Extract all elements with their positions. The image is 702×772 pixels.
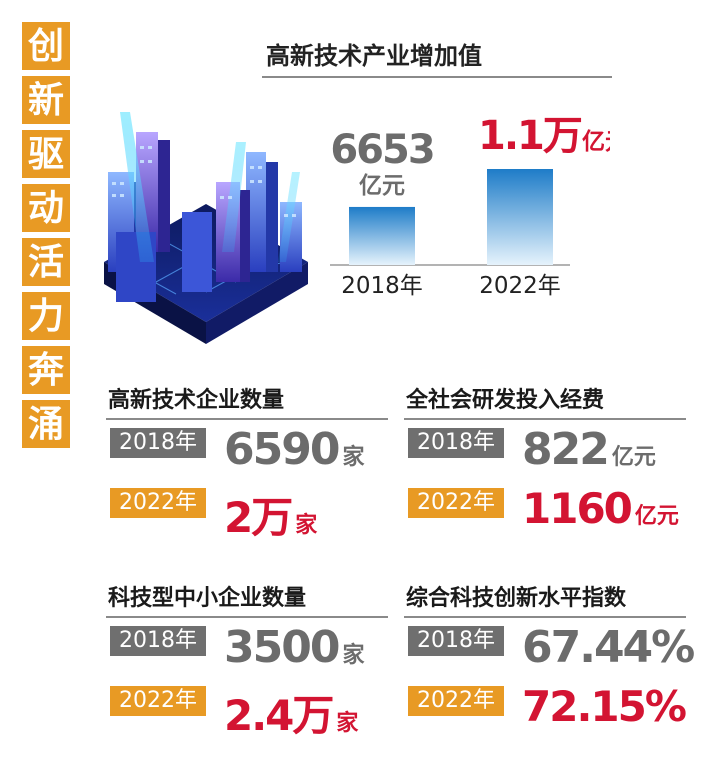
row-2022: 2022年 72.15%	[404, 680, 689, 742]
title-char: 新	[22, 76, 70, 124]
row-2022: 2022年 2.4万家	[106, 680, 388, 742]
data-label-unit-2018: 亿元	[359, 173, 405, 199]
section-title: 全社会研发投入经费	[404, 382, 686, 420]
section-title: 高新技术企业数量	[106, 382, 388, 420]
row-2022: 2022年 1160 亿元	[404, 482, 686, 544]
value-number: 72.15%	[522, 682, 687, 731]
bar-2018年	[349, 206, 415, 265]
value-number: 1160	[522, 484, 633, 533]
title-char: 力	[22, 292, 70, 340]
year-tag-old: 2018年	[110, 626, 206, 656]
value-number: 67.44%	[522, 622, 695, 673]
section-high-tech-enterprises: 高新技术企业数量 2018年 6590 家 2022年 2万家	[106, 382, 388, 544]
row-2018: 2018年 67.44%	[404, 618, 695, 680]
value-old: 3500 家	[224, 622, 364, 673]
row-2018: 2018年 822 亿元	[404, 420, 686, 482]
value-old: 6590 家	[224, 424, 364, 475]
year-tag-new: 2022年	[110, 488, 206, 518]
value-number: 6590	[224, 424, 340, 475]
x-tick-label: 2018年	[341, 273, 423, 299]
value-unit: 亿元	[634, 504, 679, 529]
title-char: 驱	[22, 130, 70, 178]
value-unit: 家	[342, 445, 365, 470]
year-tag-old: 2018年	[110, 428, 206, 458]
title-char: 奔	[22, 346, 70, 394]
row-2018: 2018年 3500 家	[106, 618, 388, 680]
value-new: 72.15%	[522, 682, 689, 731]
data-label-2018: 6653	[330, 127, 433, 173]
value-number: 2万	[224, 493, 293, 542]
tech-city-illustration	[104, 112, 308, 344]
title-char: 活	[22, 238, 70, 286]
bar-2022年	[487, 169, 553, 265]
year-tag-new: 2022年	[408, 686, 504, 716]
title-char: 创	[22, 22, 70, 70]
vertical-title: 创 新 驱 动 活 力 奔 涌	[22, 22, 74, 454]
value-number: 2.4万	[224, 691, 334, 740]
row-2018: 2018年 6590 家	[106, 420, 388, 482]
title-char: 涌	[22, 400, 70, 448]
value-number: 822	[522, 424, 610, 475]
data-label-2022: 1.1万	[478, 113, 582, 159]
value-number: 3500	[224, 622, 340, 673]
year-tag-old: 2018年	[408, 626, 504, 656]
data-label-unit-2022: 亿元	[582, 129, 610, 155]
value-new: 1160 亿元	[522, 484, 679, 533]
section-title: 科技型中小企业数量	[106, 580, 388, 618]
value-unit: 家	[342, 643, 365, 668]
x-tick-label: 2022年	[479, 273, 561, 299]
row-2022: 2022年 2万家	[106, 482, 388, 544]
value-old: 67.44%	[522, 622, 697, 673]
section-title: 综合科技创新水平指数	[404, 580, 686, 618]
value-old: 822 亿元	[522, 424, 656, 475]
title-char: 动	[22, 184, 70, 232]
value-unit: 家	[295, 513, 318, 538]
section-rd-investment: 全社会研发投入经费 2018年 822 亿元 2022年 1160 亿元	[404, 382, 686, 544]
year-tag-new: 2022年	[408, 488, 504, 518]
value-unit: 家	[336, 711, 359, 736]
value-unit: 亿元	[611, 445, 656, 470]
chart-title: 高新技术产业增加值	[262, 36, 612, 78]
value-new: 2.4万家	[224, 682, 358, 743]
year-tag-old: 2018年	[408, 428, 504, 458]
year-tag-new: 2022年	[110, 686, 206, 716]
section-sme-tech-enterprises: 科技型中小企业数量 2018年 3500 家 2022年 2.4万家	[106, 580, 388, 742]
value-new: 2万家	[224, 484, 317, 545]
section-innovation-index: 综合科技创新水平指数 2018年 67.44% 2022年 72.15%	[404, 580, 695, 742]
